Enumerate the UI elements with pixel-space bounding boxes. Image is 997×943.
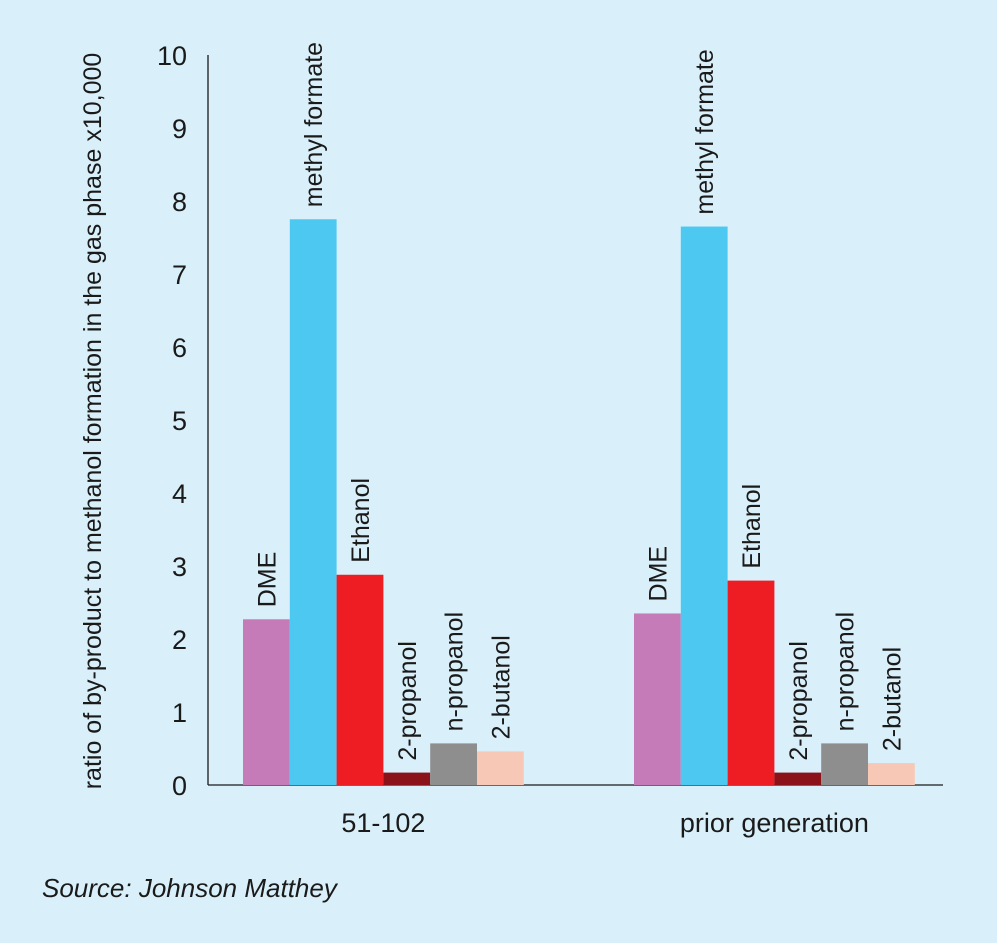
bar: [868, 763, 915, 785]
category-label: prior generation: [680, 808, 869, 838]
y-tick-label: 3: [172, 552, 187, 582]
bar-labels: DME DME methyl formate methyl formate Ethano…: [253, 42, 906, 761]
y-tick-label: 9: [172, 114, 187, 144]
y-tick-label: 6: [172, 333, 187, 363]
y-tick-label: 4: [172, 479, 187, 509]
bar: [477, 751, 524, 785]
y-tick-label: 1: [172, 698, 187, 728]
y-tick-label: 8: [172, 187, 187, 217]
bars: [243, 219, 915, 786]
bar: [243, 619, 290, 785]
y-tick-label: 5: [172, 406, 187, 436]
source-note: Source: Johnson Matthey: [42, 873, 337, 903]
y-tick-label: 10: [157, 41, 187, 71]
bar-data-label: Ethanol: [738, 484, 766, 569]
bar-data-label: 2-butanol: [878, 647, 906, 751]
bar-data-label: n-propanol: [441, 612, 469, 732]
bar-data-label: 2-butanol: [487, 635, 515, 739]
bar: [774, 772, 822, 785]
bar-data-label: Ethanol: [347, 478, 375, 563]
y-tick-label: 7: [172, 260, 187, 290]
bar: [634, 613, 681, 785]
bar: [383, 772, 431, 785]
y-tick-label: 0: [172, 771, 187, 801]
category-labels: 51-102 prior generation: [341, 808, 869, 838]
category-label: 51-102: [341, 808, 425, 838]
bar: [727, 580, 775, 785]
bar: [336, 574, 384, 785]
bar: [821, 743, 868, 785]
y-tick-label: 2: [172, 625, 187, 655]
bar-data-label: DME: [253, 552, 281, 608]
bar-data-label: methyl formate: [300, 42, 328, 207]
bar-data-label: methyl formate: [691, 49, 719, 214]
bar: [430, 743, 477, 785]
bar-data-label: n-propanol: [832, 612, 860, 732]
bar-data-label: 2-propanol: [394, 641, 422, 761]
bar-data-label: DME: [644, 546, 672, 602]
bar-data-label: 2-propanol: [785, 641, 813, 761]
y-axis-label: ratio of by-product to methanol formatio…: [79, 53, 107, 790]
bar: [289, 219, 337, 785]
bar: [680, 226, 728, 786]
